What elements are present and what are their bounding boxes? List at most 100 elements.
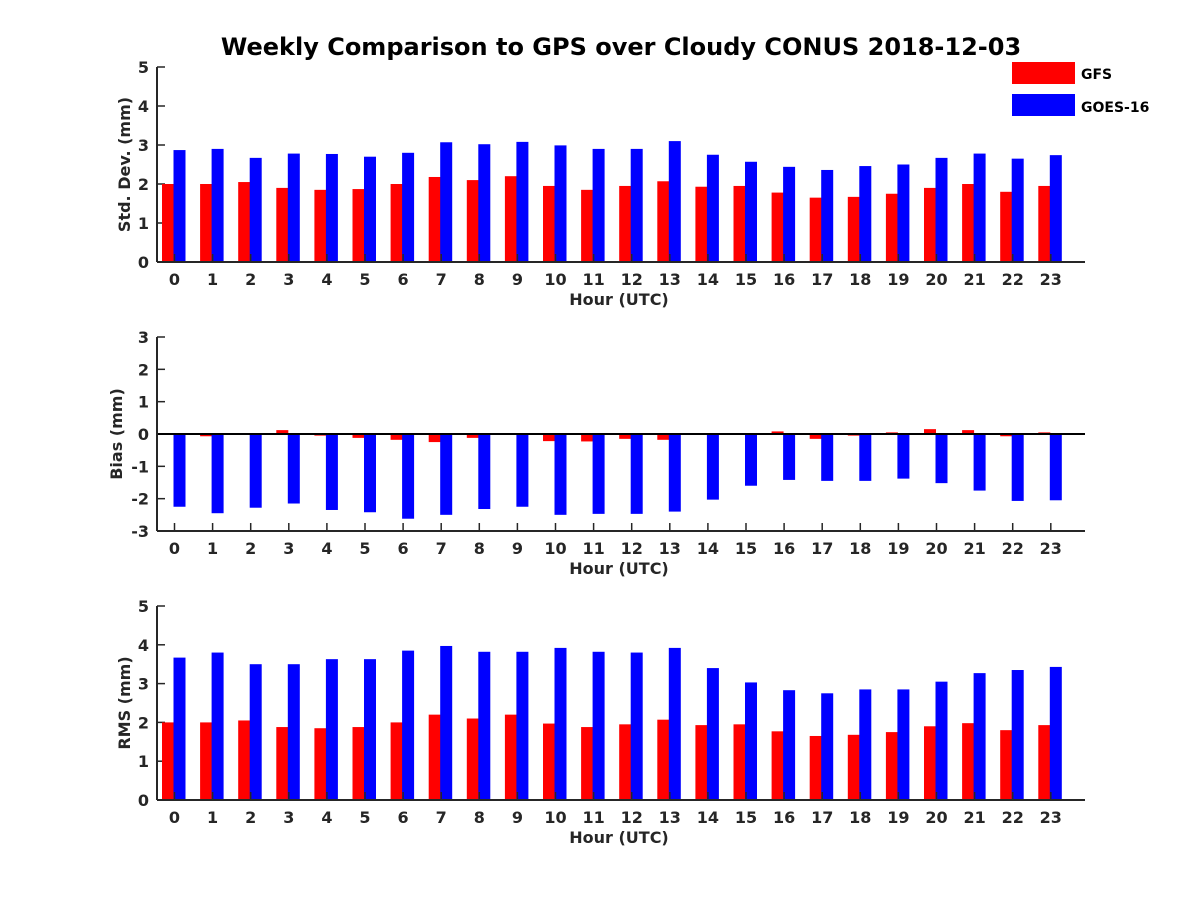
x-tick-label: 11	[582, 539, 604, 558]
y-axis-label: Bias (mm)	[107, 388, 126, 480]
bar-goes-16-hour-17	[821, 434, 834, 481]
bar-gfs-hour-20	[924, 726, 936, 800]
bar-gfs-hour-22	[1000, 730, 1013, 800]
x-tick-label: 12	[621, 808, 643, 827]
bar-gfs-hour-0	[162, 184, 174, 262]
x-tick-label: 21	[963, 270, 985, 289]
bar-gfs-hour-7	[428, 714, 441, 800]
y-tick-label: 3	[138, 675, 149, 694]
bar-goes-16-hour-1	[211, 148, 224, 262]
x-tick-label: 6	[398, 539, 409, 558]
bar-goes-16-hour-20	[935, 681, 948, 800]
bar-gfs-hour-19	[885, 193, 898, 262]
y-tick-label: 1	[138, 393, 149, 412]
x-tick-label: 22	[1002, 808, 1024, 827]
bar-gfs-hour-13	[657, 434, 670, 440]
bar-gfs-hour-2	[238, 182, 251, 262]
bar-goes-16-hour-22	[1011, 670, 1024, 800]
bar-gfs-hour-11	[581, 434, 594, 442]
x-tick-label: 6	[398, 808, 409, 827]
x-tick-label: 9	[512, 539, 523, 558]
bar-goes-16-hour-0	[173, 657, 186, 800]
bar-gfs-hour-1	[200, 722, 213, 800]
x-tick-label: 21	[963, 539, 985, 558]
x-tick-label: 3	[283, 270, 294, 289]
x-tick-label: 18	[849, 539, 871, 558]
x-tick-label: 17	[811, 270, 833, 289]
bar-goes-16-hour-12	[630, 652, 643, 800]
x-tick-label: 14	[697, 539, 719, 558]
bar-gfs-hour-7	[428, 176, 441, 262]
bar-goes-16-hour-4	[325, 434, 338, 510]
x-axis-label: Hour (UTC)	[569, 290, 669, 309]
x-tick-label: 11	[582, 808, 604, 827]
bar-gfs-hour-18	[847, 196, 860, 262]
y-tick-label: 5	[138, 58, 149, 77]
bar-gfs-hour-10	[543, 185, 555, 262]
bar-goes-16-hour-16	[783, 690, 796, 800]
bar-goes-16-hour-9	[516, 651, 529, 800]
x-tick-label: 2	[245, 270, 256, 289]
bar-goes-16-hour-4	[325, 153, 338, 262]
bar-goes-16-hour-13	[668, 141, 681, 262]
x-tick-label: 15	[735, 808, 757, 827]
bar-goes-16-hour-0	[173, 150, 186, 262]
bar-goes-16-hour-16	[783, 434, 796, 480]
bar-goes-16-hour-1	[211, 434, 224, 514]
y-tick-label: 5	[138, 597, 149, 616]
bar-goes-16-hour-14	[706, 434, 719, 500]
x-tick-label: 15	[735, 539, 757, 558]
bar-goes-16-hour-6	[402, 152, 415, 262]
bar-goes-16-hour-5	[364, 434, 376, 513]
x-tick-label: 7	[436, 539, 447, 558]
bar-goes-16-hour-8	[478, 144, 491, 262]
bar-gfs-hour-2	[238, 720, 251, 800]
y-tick-label: 0	[138, 791, 149, 810]
y-axis-label: RMS (mm)	[115, 656, 134, 749]
bar-goes-16-hour-7	[440, 645, 453, 800]
bar-gfs-hour-22	[1000, 434, 1013, 437]
bar-gfs-hour-9	[504, 176, 517, 262]
x-tick-label: 9	[512, 808, 523, 827]
y-tick-label: 1	[138, 752, 149, 771]
bar-gfs-hour-3	[276, 430, 289, 434]
x-tick-label: 8	[474, 539, 485, 558]
x-tick-label: 5	[359, 808, 370, 827]
bar-gfs-hour-17	[809, 735, 822, 800]
y-tick-label: 2	[138, 175, 149, 194]
bar-gfs-hour-20	[924, 429, 936, 434]
x-tick-label: 11	[582, 270, 604, 289]
legend-swatch-gfs	[1012, 62, 1075, 84]
bar-goes-16-hour-11	[592, 434, 605, 514]
x-tick-label: 1	[207, 539, 218, 558]
x-tick-label: 10	[544, 808, 566, 827]
x-tick-label: 18	[849, 808, 871, 827]
x-tick-label: 19	[887, 270, 909, 289]
x-tick-label: 19	[887, 808, 909, 827]
x-tick-label: 3	[283, 808, 294, 827]
bar-goes-16-hour-4	[325, 659, 338, 800]
bar-gfs-hour-14	[695, 186, 708, 262]
bar-goes-16-hour-23	[1049, 155, 1062, 262]
legend: GFS GOES-16	[1012, 62, 1149, 116]
x-tick-label: 14	[697, 808, 719, 827]
bar-goes-16-hour-18	[859, 166, 872, 262]
bar-gfs-hour-5	[352, 189, 365, 262]
bar-gfs-hour-6	[390, 722, 403, 800]
x-tick-label: 3	[283, 539, 294, 558]
chart-title: Weekly Comparison to GPS over Cloudy CON…	[221, 33, 1021, 61]
x-tick-label: 9	[512, 270, 523, 289]
x-tick-label: 0	[169, 539, 180, 558]
y-tick-label: -1	[131, 457, 149, 476]
bar-goes-16-hour-14	[706, 668, 719, 800]
x-tick-label: 13	[659, 270, 681, 289]
bar-goes-16-hour-23	[1049, 666, 1062, 800]
legend-label-goes-16: GOES-16	[1081, 100, 1149, 116]
bar-goes-16-hour-13	[668, 647, 681, 800]
bar-goes-16-hour-10	[554, 647, 567, 800]
bar-gfs-hour-1	[200, 434, 213, 437]
bar-goes-16-hour-8	[478, 651, 491, 800]
x-tick-label: 22	[1002, 270, 1024, 289]
